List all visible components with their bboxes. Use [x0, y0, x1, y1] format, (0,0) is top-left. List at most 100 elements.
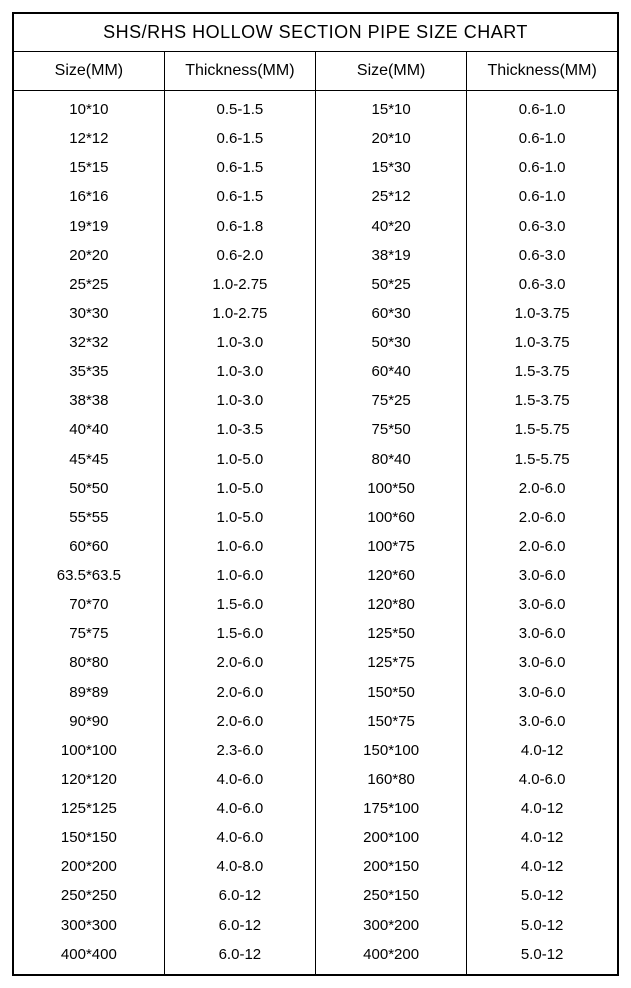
cell-thickness: 3.0-6.0 — [467, 620, 618, 649]
cell-size: 20*10 — [316, 125, 467, 154]
table-row: 32*321.0-3.050*301.0-3.75 — [13, 329, 618, 358]
table-row: 90*902.0-6.0150*753.0-6.0 — [13, 707, 618, 736]
cell-size: 45*45 — [13, 445, 164, 474]
table-row: 300*3006.0-12300*2005.0-12 — [13, 911, 618, 940]
cell-thickness: 4.0-12 — [467, 737, 618, 766]
cell-size: 250*150 — [316, 882, 467, 911]
cell-size: 80*80 — [13, 649, 164, 678]
cell-size: 12*12 — [13, 125, 164, 154]
cell-thickness: 4.0-12 — [467, 824, 618, 853]
cell-size: 400*400 — [13, 940, 164, 975]
cell-size: 60*30 — [316, 300, 467, 329]
cell-size: 120*80 — [316, 591, 467, 620]
cell-thickness: 0.6-1.5 — [164, 183, 315, 212]
table-row: 45*451.0-5.080*401.5-5.75 — [13, 445, 618, 474]
cell-thickness: 3.0-6.0 — [467, 562, 618, 591]
cell-size: 60*40 — [316, 358, 467, 387]
cell-size: 25*12 — [316, 183, 467, 212]
table-row: 16*160.6-1.525*120.6-1.0 — [13, 183, 618, 212]
cell-size: 100*60 — [316, 504, 467, 533]
table-row: 50*501.0-5.0100*502.0-6.0 — [13, 474, 618, 503]
table-row: 70*701.5-6.0120*803.0-6.0 — [13, 591, 618, 620]
cell-size: 90*90 — [13, 707, 164, 736]
cell-thickness: 1.0-6.0 — [164, 562, 315, 591]
cell-size: 150*50 — [316, 678, 467, 707]
table-row: 100*1002.3-6.0150*1004.0-12 — [13, 737, 618, 766]
table-row: 150*1504.0-6.0200*1004.0-12 — [13, 824, 618, 853]
cell-thickness: 4.0-6.0 — [164, 766, 315, 795]
table-row: 400*4006.0-12400*2005.0-12 — [13, 940, 618, 975]
cell-thickness: 6.0-12 — [164, 882, 315, 911]
cell-thickness: 1.0-3.75 — [467, 329, 618, 358]
cell-thickness: 1.0-2.75 — [164, 300, 315, 329]
cell-thickness: 1.0-5.0 — [164, 504, 315, 533]
cell-size: 300*200 — [316, 911, 467, 940]
cell-size: 300*300 — [13, 911, 164, 940]
cell-thickness: 4.0-12 — [467, 795, 618, 824]
cell-size: 200*150 — [316, 853, 467, 882]
cell-size: 200*100 — [316, 824, 467, 853]
cell-size: 16*16 — [13, 183, 164, 212]
cell-thickness: 0.6-3.0 — [467, 271, 618, 300]
cell-thickness: 4.0-8.0 — [164, 853, 315, 882]
cell-size: 75*50 — [316, 416, 467, 445]
cell-thickness: 1.0-3.0 — [164, 329, 315, 358]
cell-size: 125*125 — [13, 795, 164, 824]
cell-thickness: 0.6-1.8 — [164, 212, 315, 241]
cell-thickness: 0.6-1.0 — [467, 125, 618, 154]
cell-size: 150*100 — [316, 737, 467, 766]
cell-size: 400*200 — [316, 940, 467, 975]
cell-thickness: 0.5-1.5 — [164, 91, 315, 125]
cell-size: 125*50 — [316, 620, 467, 649]
cell-size: 60*60 — [13, 533, 164, 562]
cell-thickness: 1.0-3.5 — [164, 416, 315, 445]
cell-thickness: 1.5-3.75 — [467, 358, 618, 387]
table-row: 25*251.0-2.7550*250.6-3.0 — [13, 271, 618, 300]
cell-size: 63.5*63.5 — [13, 562, 164, 591]
table-row: 15*150.6-1.515*300.6-1.0 — [13, 154, 618, 183]
cell-thickness: 0.6-1.0 — [467, 154, 618, 183]
cell-size: 15*10 — [316, 91, 467, 125]
cell-thickness: 2.0-6.0 — [467, 533, 618, 562]
cell-size: 15*30 — [316, 154, 467, 183]
table-row: 40*401.0-3.575*501.5-5.75 — [13, 416, 618, 445]
cell-size: 120*60 — [316, 562, 467, 591]
table-row: 20*200.6-2.038*190.6-3.0 — [13, 241, 618, 270]
cell-thickness: 1.0-3.75 — [467, 300, 618, 329]
table-body: SHS/RHS HOLLOW SECTION PIPE SIZE CHART S… — [13, 13, 618, 975]
table-row: 35*351.0-3.060*401.5-3.75 — [13, 358, 618, 387]
cell-size: 55*55 — [13, 504, 164, 533]
cell-thickness: 4.0-12 — [467, 853, 618, 882]
table-row: 38*381.0-3.075*251.5-3.75 — [13, 387, 618, 416]
cell-thickness: 1.5-5.75 — [467, 416, 618, 445]
cell-thickness: 1.0-5.0 — [164, 474, 315, 503]
cell-thickness: 1.0-5.0 — [164, 445, 315, 474]
table-row: 250*2506.0-12250*1505.0-12 — [13, 882, 618, 911]
cell-thickness: 2.0-6.0 — [164, 678, 315, 707]
cell-size: 15*15 — [13, 154, 164, 183]
cell-thickness: 5.0-12 — [467, 911, 618, 940]
cell-size: 50*30 — [316, 329, 467, 358]
cell-size: 25*25 — [13, 271, 164, 300]
cell-thickness: 0.6-1.0 — [467, 183, 618, 212]
cell-thickness: 0.6-1.5 — [164, 125, 315, 154]
cell-size: 75*25 — [316, 387, 467, 416]
cell-size: 150*75 — [316, 707, 467, 736]
cell-thickness: 1.0-3.0 — [164, 358, 315, 387]
cell-thickness: 1.5-6.0 — [164, 620, 315, 649]
cell-size: 40*40 — [13, 416, 164, 445]
cell-thickness: 0.6-1.0 — [467, 91, 618, 125]
table-title: SHS/RHS HOLLOW SECTION PIPE SIZE CHART — [13, 13, 618, 52]
cell-size: 100*100 — [13, 737, 164, 766]
col-header-size-1: Size(MM) — [13, 52, 164, 91]
cell-thickness: 3.0-6.0 — [467, 707, 618, 736]
cell-thickness: 0.6-3.0 — [467, 241, 618, 270]
table-row: 19*190.6-1.840*200.6-3.0 — [13, 212, 618, 241]
cell-size: 120*120 — [13, 766, 164, 795]
cell-size: 10*10 — [13, 91, 164, 125]
table-row: 30*301.0-2.7560*301.0-3.75 — [13, 300, 618, 329]
cell-thickness: 1.5-3.75 — [467, 387, 618, 416]
cell-thickness: 1.5-6.0 — [164, 591, 315, 620]
cell-thickness: 2.0-6.0 — [164, 649, 315, 678]
cell-size: 70*70 — [13, 591, 164, 620]
